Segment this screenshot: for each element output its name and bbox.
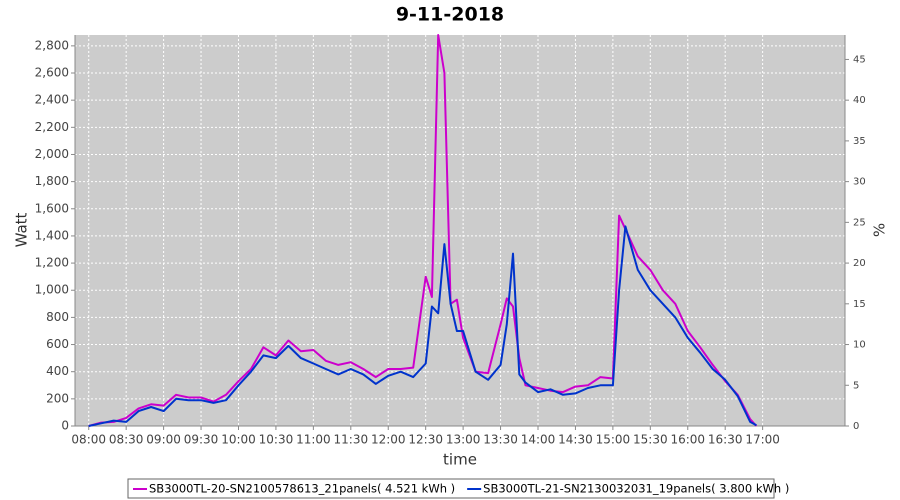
x-tick-label: 09:00 [146,433,181,447]
y2-tick-label: 30 [853,177,866,188]
y2-tick-label: 0 [853,421,859,432]
y-tick-label: 2,600 [35,66,69,80]
x-axis-label: time [443,451,477,469]
y2-tick-label: 45 [853,54,866,65]
y2-tick-label: 10 [853,340,866,351]
y2-tick-label: 35 [853,136,866,147]
x-tick-label: 11:30 [334,433,369,447]
x-tick-label: 13:00 [446,433,481,447]
y2-tick-label: 40 [853,95,866,106]
x-tick-label: 14:00 [521,433,556,447]
x-tick-label: 09:30 [184,433,219,447]
x-tick-label: 14:30 [558,433,593,447]
y-tick-label: 2,000 [35,147,69,161]
x-tick-label: 16:00 [670,433,705,447]
chart-title: 9-11-2018 [396,4,504,26]
y-tick-label: 2,200 [35,120,69,134]
y-tick-label: 400 [46,364,69,378]
y2-tick-label: 15 [853,299,866,310]
x-tick-label: 08:30 [109,433,144,447]
y-tick-label: 600 [46,337,69,351]
y-tick-label: 2,800 [35,38,69,52]
y-tick-label: 1,600 [35,201,69,215]
x-tick-label: 08:00 [71,433,106,447]
y2-tick-label: 5 [853,380,859,391]
y2-tick-label: 20 [853,258,866,269]
legend-label: SB3000TL-20-SN2100578613_21panels( 4.521… [149,482,455,496]
y2-axis-label: % [871,223,889,237]
y-tick-label: 1,800 [35,174,69,188]
x-tick-label: 15:30 [633,433,668,447]
plot-area [75,35,845,426]
y-tick-label: 1,000 [35,283,69,297]
x-tick-label: 16:30 [708,433,743,447]
legend-label: SB3000TL-21-SN2130032031_19panels( 3.800… [483,482,789,496]
x-tick-label: 13:30 [483,433,518,447]
x-tick-label: 17:00 [745,433,780,447]
y-tick-label: 200 [46,391,69,405]
y-tick-label: 0 [61,419,69,433]
x-tick-label: 11:00 [296,433,331,447]
series-line [88,34,758,427]
x-tick-label: 12:00 [371,433,406,447]
y-tick-label: 800 [46,310,69,324]
y-tick-label: 1,200 [35,256,69,270]
x-tick-label: 10:30 [259,433,294,447]
series-line [88,225,757,427]
y2-tick-label: 25 [853,217,866,228]
x-tick-label: 12:30 [408,433,443,447]
x-tick-label: 15:00 [596,433,631,447]
x-tick-label: 10:00 [221,433,256,447]
y-tick-label: 1,400 [35,228,69,242]
y-axis-label: Watt [13,212,31,247]
legend [127,478,775,499]
y-tick-label: 2,400 [35,93,69,107]
